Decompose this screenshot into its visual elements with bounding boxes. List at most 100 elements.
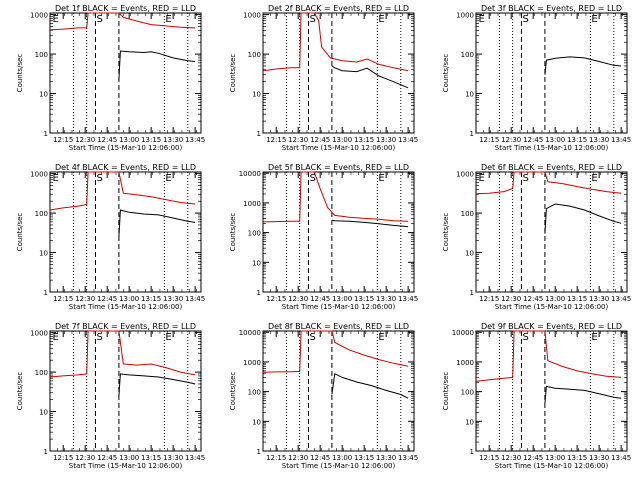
x-tick-label: 13:30 (376, 454, 396, 462)
x-tick-label: 12:30 (501, 295, 521, 303)
y-tick-label: 10 (39, 250, 48, 258)
y-tick-label: 1 (470, 130, 474, 138)
x-tick-label: 13:15 (567, 136, 587, 144)
chart-title: Det 1f BLACK = Events, RED = LLD (55, 4, 196, 13)
x-tick-label: 12:15 (266, 454, 286, 462)
x-tick-label: 13:30 (589, 454, 609, 462)
y-axis-label: Counts/sec (229, 213, 237, 252)
x-tick-label: 13:00 (545, 454, 565, 462)
event-marker-s: S (96, 14, 102, 25)
y-tick-label: 100 (461, 389, 474, 397)
y-tick-label: 10000 (239, 329, 261, 337)
event-marker-e: E (591, 14, 597, 25)
x-tick-label: 13:15 (141, 295, 161, 303)
x-tick-label: 13:00 (332, 136, 352, 144)
x-axis-label: Start Time (15-Mar-10 12:06:00) (282, 462, 396, 470)
x-tick-label: 13:30 (163, 295, 183, 303)
event-marker-e: E (52, 332, 58, 343)
y-tick-label: 10 (39, 91, 48, 99)
lld-series-line (262, 171, 409, 223)
chart-panel-7: Det 7f BLACK = Events, RED = LLD Counts/s… (16, 322, 205, 470)
events-series-line (331, 65, 409, 89)
x-tick-label: 13:45 (611, 295, 631, 303)
events-series-line (544, 385, 622, 404)
x-axis-label: Start Time (15-Mar-10 12:06:00) (282, 303, 396, 311)
y-tick-label: 100 (461, 210, 474, 218)
y-tick-label: 1000 (243, 359, 261, 367)
y-tick-label: 1 (44, 289, 48, 297)
x-axis-label: Start Time (15-Mar-10 12:06:00) (495, 462, 609, 470)
y-tick-label: 10000 (452, 329, 474, 337)
events-series-line (544, 56, 622, 75)
x-tick-label: 13:45 (398, 454, 418, 462)
x-tick-label: 13:15 (354, 295, 374, 303)
chart-title: Det 6f BLACK = Events, RED = LLD (481, 163, 622, 172)
x-tick-label: 13:45 (185, 454, 205, 462)
y-tick-label: 10 (252, 418, 261, 426)
y-axis-label: Counts/sec (442, 372, 450, 411)
event-marker-e: E (52, 14, 58, 25)
y-axis-label: Counts/sec (229, 54, 237, 93)
x-tick-label: 12:45 (523, 136, 543, 144)
event-marker-s: S (522, 332, 528, 343)
events-series-line (544, 203, 622, 234)
event-marker-s: S (522, 173, 528, 184)
y-tick-label: 1000 (30, 330, 48, 338)
y-tick-label: 10 (465, 250, 474, 258)
event-marker-e: E (52, 173, 58, 184)
chart-panel-8: Det 8f BLACK = Events, RED = LLD Counts/s… (229, 322, 418, 470)
event-marker-e: E (378, 14, 384, 25)
events-series-line (118, 373, 196, 396)
x-tick-label: 12:30 (501, 136, 521, 144)
y-tick-label: 1 (470, 289, 474, 297)
events-series-line (331, 219, 409, 228)
y-tick-label: 10 (252, 259, 261, 267)
x-axis-label: Start Time (15-Mar-10 12:06:00) (495, 303, 609, 311)
x-tick-label: 13:15 (354, 454, 374, 462)
chart-title: Det 5f BLACK = Events, RED = LLD (268, 163, 409, 172)
x-tick-label: 13:30 (376, 295, 396, 303)
y-axis-label: Counts/sec (229, 372, 237, 411)
x-tick-label: 12:30 (75, 136, 95, 144)
x-tick-label: 13:00 (119, 295, 139, 303)
y-tick-label: 100 (35, 369, 48, 377)
event-marker-s: S (309, 332, 315, 343)
x-tick-label: 13:15 (141, 454, 161, 462)
y-tick-label: 1 (44, 130, 48, 138)
x-tick-label: 13:00 (545, 136, 565, 144)
events-series-line (118, 209, 196, 237)
plot-frame (475, 171, 628, 293)
y-tick-label: 1 (257, 448, 261, 456)
chart-title: Det 4f BLACK = Events, RED = LLD (55, 163, 196, 172)
x-tick-label: 13:15 (567, 295, 587, 303)
y-tick-label: 1000 (456, 359, 474, 367)
event-marker-e: E (591, 173, 597, 184)
x-tick-label: 13:30 (589, 295, 609, 303)
x-tick-label: 13:15 (354, 136, 374, 144)
y-tick-label: 1000 (30, 12, 48, 20)
x-tick-label: 13:45 (185, 295, 205, 303)
y-tick-label: 10000 (239, 170, 261, 178)
y-tick-label: 10 (465, 418, 474, 426)
plot-frame (475, 12, 628, 134)
x-tick-label: 12:45 (97, 454, 117, 462)
y-axis-label: Counts/sec (16, 213, 24, 252)
x-tick-label: 12:45 (523, 454, 543, 462)
x-tick-label: 12:45 (97, 295, 117, 303)
plot-frame (262, 12, 415, 134)
x-tick-label: 13:15 (141, 136, 161, 144)
y-tick-label: 100 (248, 230, 261, 238)
x-tick-label: 13:30 (163, 454, 183, 462)
x-axis-label: Start Time (15-Mar-10 12:06:00) (282, 144, 396, 152)
x-axis-label: Start Time (15-Mar-10 12:06:00) (69, 303, 183, 311)
y-axis-label: Counts/sec (442, 213, 450, 252)
chart-title: Det 3f BLACK = Events, RED = LLD (481, 4, 622, 13)
x-tick-label: 13:00 (119, 454, 139, 462)
x-axis-label: Start Time (15-Mar-10 12:06:00) (69, 462, 183, 470)
x-tick-label: 13:15 (567, 454, 587, 462)
event-marker-e: E (165, 14, 171, 25)
x-tick-label: 13:45 (398, 295, 418, 303)
plot-frame (262, 330, 415, 452)
x-tick-label: 12:30 (501, 454, 521, 462)
